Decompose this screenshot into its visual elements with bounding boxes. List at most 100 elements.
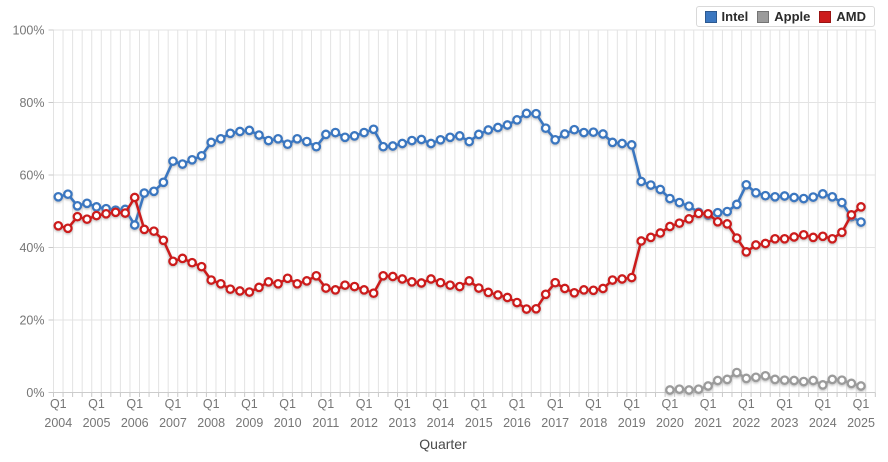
amd-data-point[interactable] [454, 281, 465, 292]
intel-data-point[interactable] [72, 200, 83, 211]
apple-data-point[interactable] [712, 375, 723, 386]
intel-data-point[interactable] [550, 134, 561, 145]
amd-data-point[interactable] [416, 278, 427, 288]
apple-data-point[interactable] [703, 381, 713, 391]
intel-data-point[interactable] [368, 124, 379, 135]
intel-data-point[interactable] [722, 206, 733, 217]
amd-data-point[interactable] [330, 285, 341, 295]
amd-data-point[interactable] [215, 278, 226, 289]
intel-data-point[interactable] [91, 202, 102, 212]
apple-data-point[interactable] [798, 376, 809, 387]
amd-data-point[interactable] [473, 283, 484, 293]
amd-data-point[interactable] [760, 238, 771, 249]
amd-data-point[interactable] [827, 233, 838, 244]
amd-data-point[interactable] [846, 210, 857, 220]
amd-data-point[interactable] [63, 223, 73, 234]
amd-data-point[interactable] [655, 228, 666, 238]
intel-data-point[interactable] [789, 192, 799, 203]
amd-data-point[interactable] [798, 229, 809, 240]
intel-data-point[interactable] [206, 137, 217, 148]
amd-data-point[interactable] [244, 287, 255, 297]
intel-data-point[interactable] [502, 120, 513, 130]
amd-data-point[interactable] [789, 232, 799, 242]
intel-data-point[interactable] [378, 141, 389, 152]
intel-data-point[interactable] [540, 123, 551, 134]
amd-data-point[interactable] [722, 219, 733, 229]
amd-data-point[interactable] [387, 271, 398, 282]
intel-data-point[interactable] [273, 133, 283, 144]
amd-data-point[interactable] [349, 281, 360, 292]
intel-data-point[interactable] [674, 197, 685, 208]
amd-data-point[interactable] [598, 283, 608, 294]
apple-data-point[interactable] [789, 375, 799, 386]
amd-data-point[interactable] [53, 220, 64, 231]
amd-data-point[interactable] [550, 277, 561, 288]
amd-data-point[interactable] [407, 277, 417, 287]
intel-data-point[interactable] [292, 133, 303, 144]
intel-data-point[interactable] [177, 159, 188, 169]
amd-data-point[interactable] [292, 278, 303, 289]
amd-data-point[interactable] [531, 303, 541, 314]
intel-data-point[interactable] [473, 129, 484, 140]
amd-data-point[interactable] [674, 218, 685, 229]
intel-data-point[interactable] [483, 125, 494, 135]
amd-data-point[interactable] [149, 226, 159, 237]
legend-item-apple[interactable]: Apple [757, 10, 810, 23]
intel-data-point[interactable] [158, 177, 169, 188]
intel-data-point[interactable] [416, 134, 427, 145]
intel-data-point[interactable] [196, 150, 207, 161]
amd-data-point[interactable] [588, 285, 599, 296]
intel-data-point[interactable] [626, 140, 637, 150]
amd-data-point[interactable] [168, 256, 178, 267]
apple-data-point[interactable] [837, 375, 847, 386]
intel-data-point[interactable] [53, 191, 64, 202]
amd-data-point[interactable] [569, 287, 580, 298]
amd-data-point[interactable] [235, 286, 245, 296]
amd-data-point[interactable] [340, 280, 350, 291]
apple-data-point[interactable] [770, 374, 780, 385]
intel-data-point[interactable] [645, 180, 656, 190]
amd-data-point[interactable] [817, 231, 828, 242]
intel-data-point[interactable] [808, 192, 819, 202]
intel-data-point[interactable] [187, 154, 197, 165]
intel-data-point[interactable] [254, 130, 264, 140]
apple-data-point[interactable] [693, 384, 704, 395]
apple-data-point[interactable] [856, 381, 866, 391]
intel-data-point[interactable] [235, 126, 245, 137]
intel-data-point[interactable] [512, 115, 522, 125]
amd-data-point[interactable] [636, 236, 647, 246]
apple-data-point[interactable] [684, 385, 694, 395]
amd-data-point[interactable] [684, 214, 694, 224]
amd-data-point[interactable] [282, 273, 293, 284]
intel-data-point[interactable] [359, 127, 369, 138]
legend-item-intel[interactable]: Intel [704, 10, 748, 23]
amd-data-point[interactable] [263, 277, 274, 287]
intel-data-point[interactable] [493, 122, 503, 133]
amd-data-point[interactable] [368, 288, 379, 299]
amd-data-point[interactable] [225, 284, 236, 295]
intel-data-point[interactable] [330, 127, 341, 138]
intel-data-point[interactable] [149, 186, 159, 197]
intel-data-point[interactable] [569, 124, 580, 135]
intel-data-point[interactable] [397, 138, 408, 149]
intel-data-point[interactable] [521, 108, 532, 119]
amd-data-point[interactable] [779, 233, 790, 244]
intel-data-point[interactable] [731, 199, 742, 210]
intel-data-point[interactable] [856, 217, 866, 227]
apple-data-point[interactable] [817, 380, 828, 390]
amd-data-point[interactable] [139, 224, 150, 235]
amd-data-point[interactable] [693, 208, 704, 219]
intel-data-point[interactable] [712, 207, 723, 218]
amd-data-point[interactable] [72, 211, 83, 222]
amd-data-point[interactable] [731, 233, 742, 243]
intel-data-point[interactable] [531, 108, 541, 119]
intel-data-point[interactable] [817, 189, 828, 199]
amd-data-point[interactable] [617, 274, 627, 284]
apple-data-point[interactable] [846, 378, 857, 389]
amd-data-point[interactable] [177, 253, 188, 264]
intel-data-point[interactable] [760, 190, 771, 201]
apple-data-point[interactable] [808, 375, 819, 386]
amd-data-point[interactable] [129, 192, 140, 203]
intel-data-point[interactable] [129, 220, 140, 230]
intel-data-point[interactable] [665, 193, 675, 204]
